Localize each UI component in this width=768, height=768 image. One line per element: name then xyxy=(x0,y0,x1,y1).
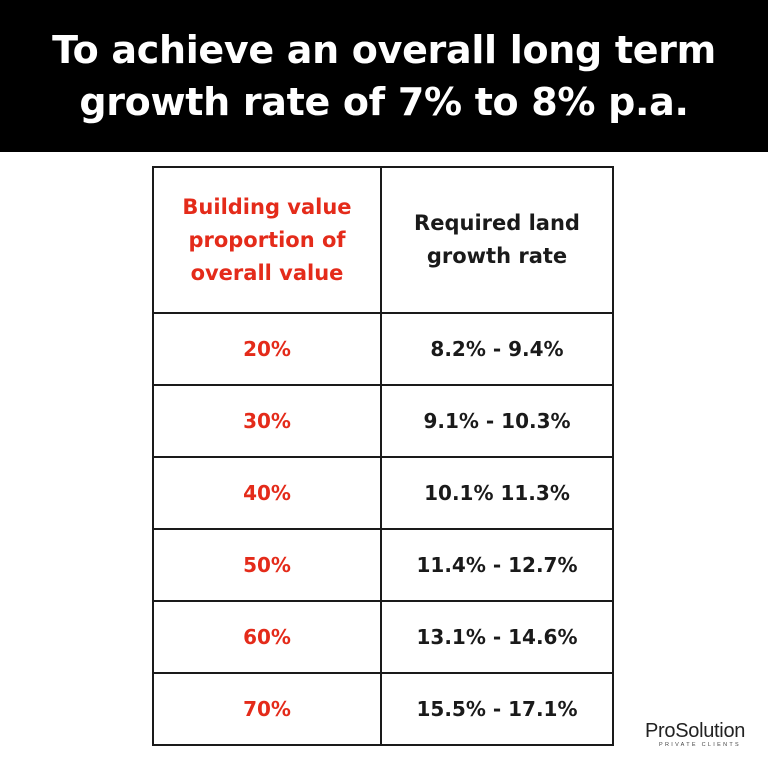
brand-logo: ProSolution PRIVATE CLIENTS xyxy=(645,720,760,748)
title-line-2: growth rate of 7% to 8% p.a. xyxy=(79,80,689,124)
proportion-cell: 60% xyxy=(152,600,382,674)
table-row: 60% 13.1% - 14.6% xyxy=(152,600,614,674)
table-row: 40% 10.1% 11.3% xyxy=(152,456,614,530)
rate-cell: 9.1% - 10.3% xyxy=(380,384,614,458)
rate-cell: 8.2% - 9.4% xyxy=(380,312,614,386)
rate-cell: 13.1% - 14.6% xyxy=(380,600,614,674)
brand-name: ProSolution xyxy=(645,720,746,742)
proportion-cell: 70% xyxy=(152,672,382,746)
table-row: 50% 11.4% - 12.7% xyxy=(152,528,614,602)
proportion-cell: 40% xyxy=(152,456,382,530)
header-land-growth-rate: Required land growth rate xyxy=(380,166,614,314)
title-line-1: To achieve an overall long term xyxy=(52,28,716,72)
rate-cell: 15.5% - 17.1% xyxy=(380,672,614,746)
table-row: 30% 9.1% - 10.3% xyxy=(152,384,614,458)
brand-tagline: PRIVATE CLIENTS xyxy=(659,742,741,748)
rate-cell: 10.1% 11.3% xyxy=(380,456,614,530)
proportion-cell: 30% xyxy=(152,384,382,458)
table-row: 20% 8.2% - 9.4% xyxy=(152,312,614,386)
growth-rate-table: Building value proportion of overall val… xyxy=(152,166,614,746)
proportion-cell: 50% xyxy=(152,528,382,602)
table-row: 70% 15.5% - 17.1% xyxy=(152,672,614,746)
table-header-row: Building value proportion of overall val… xyxy=(152,166,614,314)
rate-cell: 11.4% - 12.7% xyxy=(380,528,614,602)
proportion-cell: 20% xyxy=(152,312,382,386)
title-banner: To achieve an overall long term growth r… xyxy=(0,0,768,152)
header-building-proportion: Building value proportion of overall val… xyxy=(152,166,382,314)
